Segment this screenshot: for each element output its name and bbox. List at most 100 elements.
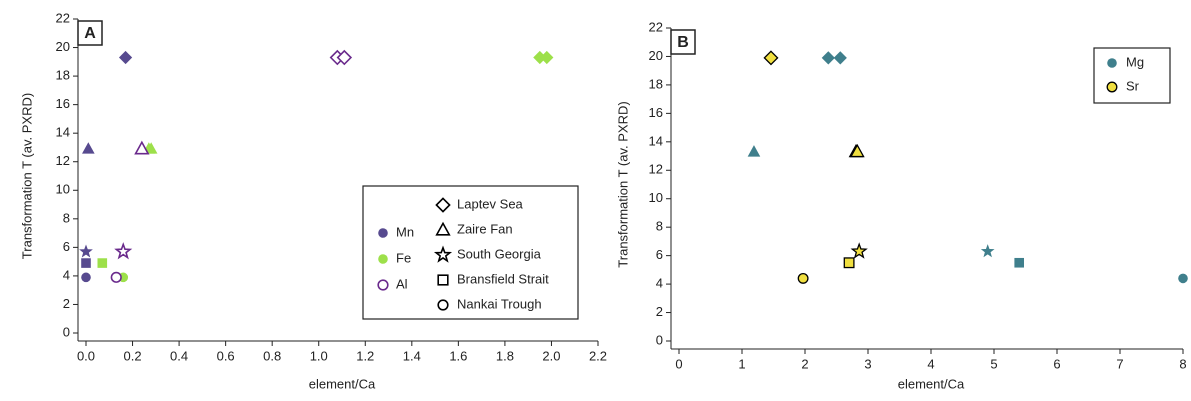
point xyxy=(118,50,133,65)
legend-label: Fe xyxy=(396,250,411,265)
legend-marker xyxy=(1107,58,1117,68)
point xyxy=(144,142,158,154)
legend-box xyxy=(1093,47,1171,104)
y-axis-title: Transformation T (av. PXRD) xyxy=(615,101,630,267)
y-tick-label: 14 xyxy=(56,125,70,140)
point xyxy=(821,51,835,65)
legend-label: Zaire Fan xyxy=(457,221,513,236)
panel-label: B xyxy=(677,34,689,51)
y-tick-label: 6 xyxy=(63,239,70,254)
point xyxy=(849,143,865,158)
x-tick-label: 1.4 xyxy=(403,348,421,363)
point xyxy=(533,50,547,65)
legend-marker xyxy=(377,279,389,291)
legend-label: Mg xyxy=(1126,54,1144,69)
point xyxy=(97,258,108,268)
x-axis-title: element/Ca xyxy=(898,376,965,391)
y-tick-label: 18 xyxy=(56,68,70,83)
point xyxy=(79,244,93,258)
point xyxy=(1014,257,1024,268)
x-tick-label: 2.0 xyxy=(542,348,560,363)
y-tick-label: 4 xyxy=(63,267,70,282)
point xyxy=(81,272,91,283)
panel-label-box xyxy=(77,20,103,46)
point xyxy=(797,272,809,284)
x-tick-label: 1.0 xyxy=(310,348,328,363)
y-tick-label: 0 xyxy=(656,332,663,347)
legend-label: Nankai Trough xyxy=(457,296,542,311)
y-tick-label: 16 xyxy=(56,96,70,111)
point xyxy=(82,142,95,154)
x-tick-label: 0.6 xyxy=(217,348,235,363)
legend-marker xyxy=(433,245,453,263)
y-tick-label: 8 xyxy=(656,219,663,234)
legend-marker xyxy=(378,254,388,264)
x-tick-label: 0.8 xyxy=(263,348,281,363)
y-tick-label: 14 xyxy=(649,133,663,148)
point xyxy=(134,140,150,155)
x-tick-label: 8 xyxy=(1179,356,1186,371)
y-tick-label: 6 xyxy=(656,247,663,262)
y-axis-title: Transformation T (av. PXRD) xyxy=(19,93,34,259)
x-tick-label: 0.4 xyxy=(170,348,188,363)
y-tick-label: 18 xyxy=(649,76,663,91)
x-tick-label: 3 xyxy=(864,356,871,371)
y-tick-label: 10 xyxy=(56,182,70,197)
x-tick-label: 0.0 xyxy=(77,348,95,363)
y-tick-label: 20 xyxy=(649,48,663,63)
x-tick-label: 7 xyxy=(1116,356,1123,371)
legend-label: Bransfield Strait xyxy=(457,271,549,286)
legend-label: South Georgia xyxy=(457,246,542,261)
x-tick-label: 0.2 xyxy=(124,348,142,363)
x-tick-label: 0 xyxy=(675,356,682,371)
x-tick-label: 1 xyxy=(738,356,745,371)
y-tick-label: 2 xyxy=(656,304,663,319)
point xyxy=(843,257,855,269)
y-tick-label: 8 xyxy=(63,210,70,225)
point xyxy=(110,271,122,283)
point xyxy=(336,49,353,66)
panel-label: A xyxy=(84,25,96,42)
point xyxy=(747,145,761,157)
y-tick-label: 4 xyxy=(656,276,663,291)
legend-label: Mn xyxy=(396,224,414,239)
legend-label: Sr xyxy=(1126,78,1140,93)
x-tick-label: 2.2 xyxy=(589,348,607,363)
y-tick-label: 16 xyxy=(649,105,663,120)
y-tick-label: 2 xyxy=(63,296,70,311)
point xyxy=(1178,273,1188,284)
x-tick-label: 5 xyxy=(990,356,997,371)
y-tick-label: 22 xyxy=(649,19,663,34)
legend-box xyxy=(362,185,579,320)
y-tick-label: 20 xyxy=(56,39,70,54)
legend-marker xyxy=(437,299,449,311)
x-tick-label: 6 xyxy=(1053,356,1060,371)
y-tick-label: 12 xyxy=(649,162,663,177)
legend-label: Al xyxy=(396,276,408,291)
x-tick-label: 1.2 xyxy=(356,348,374,363)
x-axis-title: element/Ca xyxy=(309,376,376,391)
point xyxy=(81,258,91,268)
panel-label-box xyxy=(670,29,696,55)
legend-label: Laptev Sea xyxy=(457,196,524,211)
x-tick-label: 2 xyxy=(801,356,808,371)
x-tick-label: 1.8 xyxy=(496,348,514,363)
point xyxy=(980,244,995,258)
y-tick-label: 22 xyxy=(56,10,70,25)
x-tick-label: 1.6 xyxy=(449,348,467,363)
y-tick-label: 0 xyxy=(63,324,70,339)
legend-marker xyxy=(378,228,388,238)
point xyxy=(540,50,554,65)
legend-marker xyxy=(435,197,451,213)
y-tick-label: 10 xyxy=(649,190,663,205)
point xyxy=(833,51,847,65)
y-tick-label: 12 xyxy=(56,153,70,168)
x-tick-label: 4 xyxy=(927,356,934,371)
point xyxy=(763,50,779,66)
legend-marker xyxy=(1106,81,1118,93)
legend-marker xyxy=(437,274,449,286)
point xyxy=(114,242,133,260)
legend-marker xyxy=(435,221,451,236)
point xyxy=(850,242,868,259)
